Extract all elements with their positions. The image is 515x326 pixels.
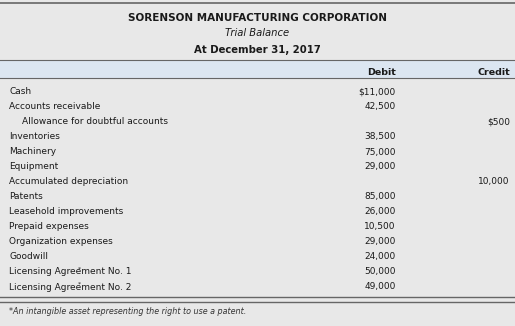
Text: *: *: [78, 282, 81, 287]
Text: 49,000: 49,000: [364, 283, 396, 291]
Text: *: *: [78, 267, 81, 272]
Text: 10,000: 10,000: [478, 177, 510, 186]
Text: 24,000: 24,000: [364, 253, 396, 261]
Text: Leasehold improvements: Leasehold improvements: [9, 208, 124, 216]
Text: Accumulated depreciation: Accumulated depreciation: [9, 177, 128, 186]
Text: Licensing Agreement No. 1: Licensing Agreement No. 1: [9, 268, 132, 276]
Text: Machinery: Machinery: [9, 147, 57, 156]
Text: 29,000: 29,000: [364, 238, 396, 246]
Text: 10,500: 10,500: [364, 223, 396, 231]
Text: 42,500: 42,500: [364, 102, 396, 111]
Text: Licensing Agreement No. 2: Licensing Agreement No. 2: [9, 283, 132, 291]
Text: Equipment: Equipment: [9, 162, 59, 171]
Text: Allowance for doubtful accounts: Allowance for doubtful accounts: [22, 117, 167, 126]
Text: $11,000: $11,000: [358, 87, 396, 96]
Text: Prepaid expenses: Prepaid expenses: [9, 223, 89, 231]
Text: 26,000: 26,000: [364, 208, 396, 216]
Text: Patents: Patents: [9, 192, 43, 201]
Text: Cash: Cash: [9, 87, 31, 96]
Text: 75,000: 75,000: [364, 147, 396, 156]
Text: 38,500: 38,500: [364, 132, 396, 141]
Text: Credit: Credit: [477, 67, 510, 77]
Text: Accounts receivable: Accounts receivable: [9, 102, 100, 111]
Text: SORENSON MANUFACTURING CORPORATION: SORENSON MANUFACTURING CORPORATION: [128, 13, 387, 23]
Text: 29,000: 29,000: [364, 162, 396, 171]
Text: Debit: Debit: [367, 67, 396, 77]
Text: Organization expenses: Organization expenses: [9, 238, 113, 246]
Text: Trial Balance: Trial Balance: [226, 28, 289, 38]
Text: 50,000: 50,000: [364, 268, 396, 276]
Text: Goodwill: Goodwill: [9, 253, 48, 261]
FancyBboxPatch shape: [0, 60, 515, 78]
Text: *An intangible asset representing the right to use a patent.: *An intangible asset representing the ri…: [9, 307, 247, 317]
Text: Inventories: Inventories: [9, 132, 60, 141]
Text: $500: $500: [487, 117, 510, 126]
Text: At December 31, 2017: At December 31, 2017: [194, 45, 321, 55]
Text: 85,000: 85,000: [364, 192, 396, 201]
